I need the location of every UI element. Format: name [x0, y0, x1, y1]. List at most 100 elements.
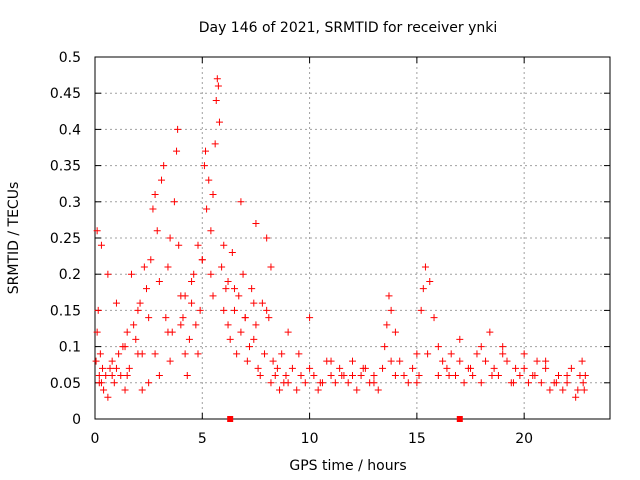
data-point	[108, 357, 116, 365]
data-point	[488, 372, 496, 380]
data-point	[143, 285, 150, 293]
data-point	[125, 364, 133, 372]
data-point	[263, 234, 271, 242]
data-point	[460, 379, 468, 387]
data-point	[447, 350, 455, 358]
data-point	[271, 372, 279, 380]
data-point	[95, 372, 103, 380]
data-point	[391, 328, 399, 336]
data-point	[102, 372, 110, 380]
data-point	[370, 379, 378, 387]
data-point	[494, 372, 502, 380]
data-point	[166, 234, 174, 242]
data-point	[220, 306, 228, 314]
data-point	[434, 343, 442, 351]
data-point	[205, 176, 213, 184]
data-point	[136, 299, 144, 307]
data-point	[516, 372, 524, 380]
data-point	[202, 147, 210, 155]
data-point	[175, 241, 183, 249]
data-point	[295, 350, 303, 358]
data-point	[140, 263, 148, 271]
x-tick-label: 5	[198, 431, 207, 447]
data-point	[477, 343, 485, 351]
data-point	[254, 364, 262, 372]
data-point	[349, 357, 356, 365]
data-point	[338, 372, 346, 380]
data-point	[409, 364, 417, 372]
data-point	[94, 306, 102, 314]
data-point	[278, 350, 286, 358]
data-point	[456, 357, 464, 365]
baseline-marker	[227, 416, 234, 422]
data-point	[567, 364, 575, 372]
data-point	[194, 350, 202, 358]
data-point	[213, 75, 221, 83]
data-point	[555, 372, 562, 380]
data-point	[306, 364, 314, 372]
y-tick-label: 0.25	[50, 231, 81, 247]
data-point	[439, 357, 447, 365]
x-tick-label: 10	[301, 431, 319, 447]
data-point	[108, 372, 116, 380]
data-point	[203, 205, 211, 213]
data-point	[100, 386, 108, 394]
data-point	[209, 292, 217, 300]
data-point	[578, 357, 586, 365]
data-point	[241, 314, 249, 322]
data-point	[520, 350, 528, 358]
data-point	[134, 306, 142, 314]
data-point	[230, 285, 238, 293]
baseline-markers	[227, 416, 463, 422]
data-point	[151, 191, 159, 199]
data-point	[181, 350, 189, 358]
data-point	[559, 386, 567, 394]
data-point	[174, 125, 182, 133]
data-point	[349, 372, 356, 380]
data-point	[164, 263, 172, 271]
data-point	[344, 379, 352, 387]
data-point	[419, 285, 427, 293]
y-tick-label: 0	[72, 412, 81, 428]
data-point	[509, 379, 517, 387]
data-point	[288, 364, 296, 372]
data-point	[503, 357, 511, 365]
data-point	[110, 379, 118, 387]
data-point	[185, 335, 193, 343]
data-point	[533, 357, 541, 365]
data-point	[246, 343, 253, 351]
data-point	[552, 379, 560, 387]
data-point	[95, 379, 103, 387]
data-point	[426, 277, 434, 285]
data-point	[248, 285, 256, 293]
data-point	[396, 357, 404, 365]
data-point	[194, 241, 202, 249]
data-point	[524, 379, 532, 387]
data-point	[183, 372, 191, 380]
data-point	[97, 241, 105, 249]
data-point	[469, 372, 477, 380]
data-point	[424, 350, 432, 358]
data-point	[188, 299, 196, 307]
data-point	[106, 364, 114, 372]
y-tick-label: 0.2	[59, 267, 81, 283]
data-point	[211, 140, 219, 148]
data-point	[220, 241, 228, 249]
data-point	[188, 277, 196, 285]
data-series	[92, 75, 589, 401]
data-point	[130, 321, 138, 329]
data-point	[92, 357, 100, 365]
data-point	[443, 364, 451, 372]
data-point	[581, 372, 589, 380]
data-point	[181, 292, 189, 300]
data-point	[400, 372, 408, 380]
y-axis-label: SRMTID / TECUs	[6, 182, 22, 295]
data-point	[263, 306, 271, 314]
x-tick-label: 15	[408, 431, 426, 447]
data-point	[574, 386, 582, 394]
data-point	[200, 162, 208, 170]
data-point	[383, 321, 391, 329]
data-point	[252, 321, 260, 329]
y-tick-label: 0.4	[59, 122, 81, 138]
data-point	[177, 321, 185, 329]
